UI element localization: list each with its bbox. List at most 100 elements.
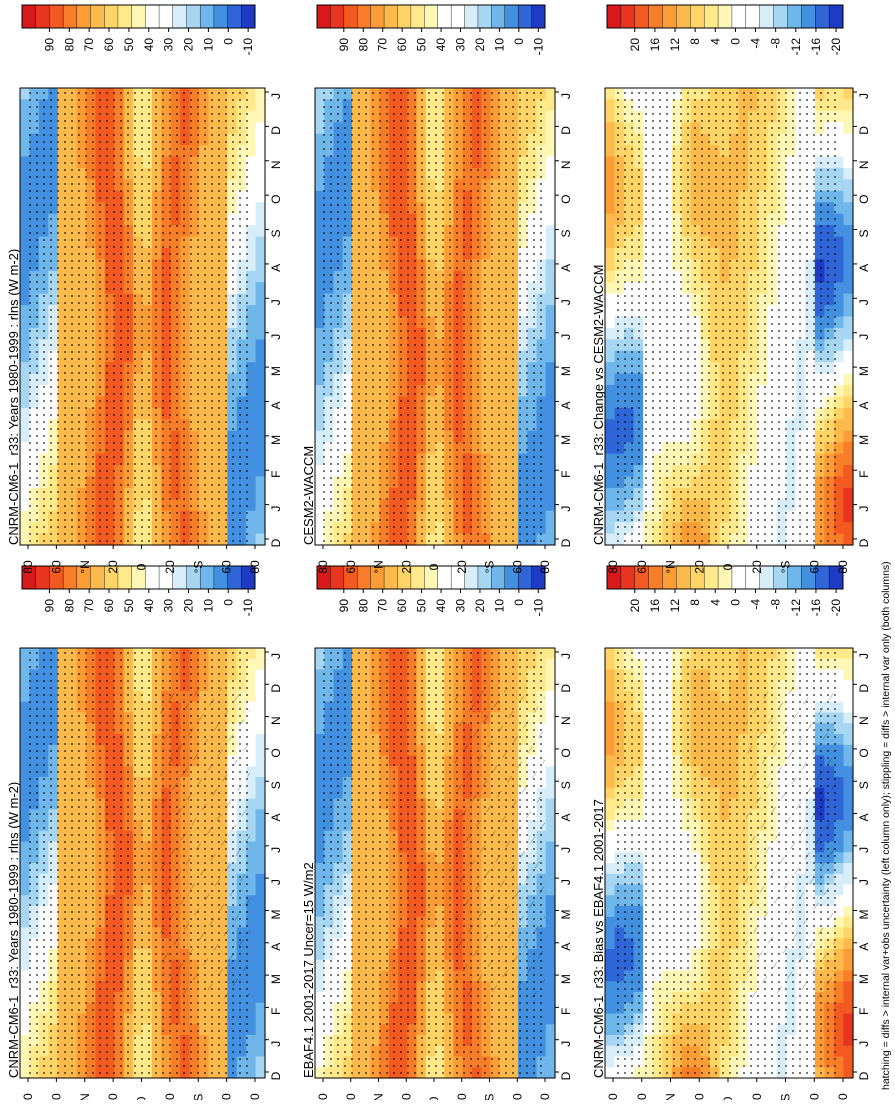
heatmap-cell bbox=[546, 339, 556, 351]
colorbar-swatch bbox=[384, 5, 398, 28]
heatmap-cell bbox=[256, 831, 266, 842]
heatmap-cell bbox=[256, 928, 266, 939]
colorbar-swatch bbox=[491, 5, 505, 28]
heatmap-cell bbox=[256, 465, 266, 477]
colorbar-swatch bbox=[214, 5, 228, 28]
heatmap-cell bbox=[256, 1057, 266, 1068]
heatmap-cell bbox=[546, 713, 556, 724]
month-tick-label: J bbox=[559, 299, 573, 305]
heatmap-cell bbox=[256, 1046, 266, 1057]
month-tick-label: J bbox=[559, 879, 573, 885]
heatmap-cell bbox=[256, 305, 266, 317]
month-tick-label: A bbox=[269, 264, 283, 272]
month-tick-label: A bbox=[269, 943, 283, 951]
month-tick-label: J bbox=[559, 93, 573, 99]
colorbar-swatch bbox=[330, 5, 344, 28]
month-tick-label: O bbox=[269, 194, 283, 203]
colorbar-label: 50 bbox=[122, 599, 136, 613]
month-tick-label: A bbox=[559, 943, 573, 951]
heatmap-cell bbox=[256, 408, 266, 420]
heatmap-cell bbox=[546, 831, 556, 842]
heatmap-cell bbox=[546, 134, 556, 146]
month-tick-label: M bbox=[559, 435, 573, 445]
heatmap-cell bbox=[256, 981, 266, 992]
colorbar-swatch bbox=[91, 5, 105, 28]
month-tick-label: J bbox=[559, 1041, 573, 1047]
heatmap-cell bbox=[546, 499, 556, 511]
month-tick-label: S bbox=[559, 781, 573, 789]
panel-title: CNRM-CM6-1_r33: Years 1980-1999 : rlns (… bbox=[6, 249, 21, 545]
heatmap-cell bbox=[256, 282, 266, 294]
heatmap-cell bbox=[256, 874, 266, 885]
heatmap-cell bbox=[256, 960, 266, 971]
colorbar-label: 50 bbox=[122, 38, 136, 52]
heatmap-cell bbox=[546, 659, 556, 670]
month-tick-label: F bbox=[269, 1008, 283, 1015]
heatmap-cell bbox=[546, 328, 556, 340]
colorbar-label: 20 bbox=[182, 599, 196, 613]
lat-tick-label: °S bbox=[483, 561, 497, 574]
month-tick-label: D bbox=[559, 126, 573, 135]
colorbar-label: 70 bbox=[376, 38, 390, 52]
colorbar-swatch bbox=[118, 5, 132, 28]
colorbar-label: 30 bbox=[454, 38, 468, 52]
month-tick-label: M bbox=[559, 366, 573, 376]
heatmap-cell bbox=[546, 938, 556, 949]
month-tick-label: J bbox=[269, 653, 283, 659]
heatmap-cell bbox=[546, 419, 556, 431]
heatmap-cell bbox=[256, 992, 266, 1003]
panel-top-left: CNRM-CM6-1_r33: Years 1980-1999 : rlns (… bbox=[6, 566, 283, 1100]
lat-tick-label: 60 bbox=[49, 1093, 63, 1100]
heatmap-cell bbox=[256, 766, 266, 777]
heatmap-cell bbox=[546, 777, 556, 788]
heatmap-cell bbox=[546, 971, 556, 982]
colorbar-swatch bbox=[371, 5, 385, 28]
lat-tick-label: 0 bbox=[427, 1096, 441, 1100]
colorbar-swatch bbox=[145, 5, 159, 28]
colorbar-label: 0 bbox=[221, 599, 235, 606]
month-tick-label: S bbox=[269, 230, 283, 238]
month-tick-label: M bbox=[269, 974, 283, 984]
colorbar-swatch bbox=[200, 5, 214, 28]
month-tick-label: N bbox=[559, 160, 573, 169]
heatmap-cell bbox=[256, 906, 266, 917]
colorbar-label: -10 bbox=[241, 599, 255, 617]
colorbar-label: 60 bbox=[395, 599, 409, 613]
month-tick-label: N bbox=[269, 716, 283, 725]
heatmap-cell bbox=[256, 534, 266, 546]
month-tick-label: S bbox=[269, 781, 283, 789]
heatmap-cell bbox=[546, 362, 556, 374]
month-tick-label: O bbox=[559, 748, 573, 757]
colorbar-label: -10 bbox=[241, 38, 255, 56]
colorbar-swatch bbox=[49, 5, 63, 28]
colorbar-label: 20 bbox=[473, 38, 487, 52]
lat-tick-label: 60 bbox=[510, 1093, 524, 1100]
heatmap-cell bbox=[546, 522, 556, 534]
heatmap-cell bbox=[256, 317, 266, 329]
heatmap-cell bbox=[546, 1046, 556, 1057]
colorbar-label: 70 bbox=[82, 599, 96, 613]
heatmap-cell bbox=[546, 960, 556, 971]
heatmap-cell bbox=[256, 885, 266, 896]
lat-tick-label: 20 bbox=[455, 560, 469, 574]
heatmap-cell bbox=[256, 248, 266, 260]
heatmap-cell bbox=[546, 305, 556, 317]
heatmap-cell bbox=[256, 809, 266, 820]
heatmap-cell bbox=[256, 938, 266, 949]
month-tick-label: O bbox=[269, 748, 283, 757]
heatmap-cell bbox=[256, 799, 266, 810]
heatmap-cell bbox=[256, 648, 266, 659]
lat-tick-label: 80 bbox=[538, 560, 552, 574]
heatmap-cell bbox=[546, 863, 556, 874]
heatmap-cell bbox=[256, 723, 266, 734]
colorbar-swatch bbox=[91, 566, 105, 589]
panel-title: CESM2-WACCM bbox=[301, 446, 316, 545]
lat-tick-label: 60 bbox=[344, 560, 358, 574]
heatmap-cell bbox=[546, 374, 556, 386]
heatmap-cell bbox=[546, 723, 556, 734]
heatmap-cell bbox=[546, 99, 556, 111]
heatmap-cell bbox=[256, 476, 266, 488]
